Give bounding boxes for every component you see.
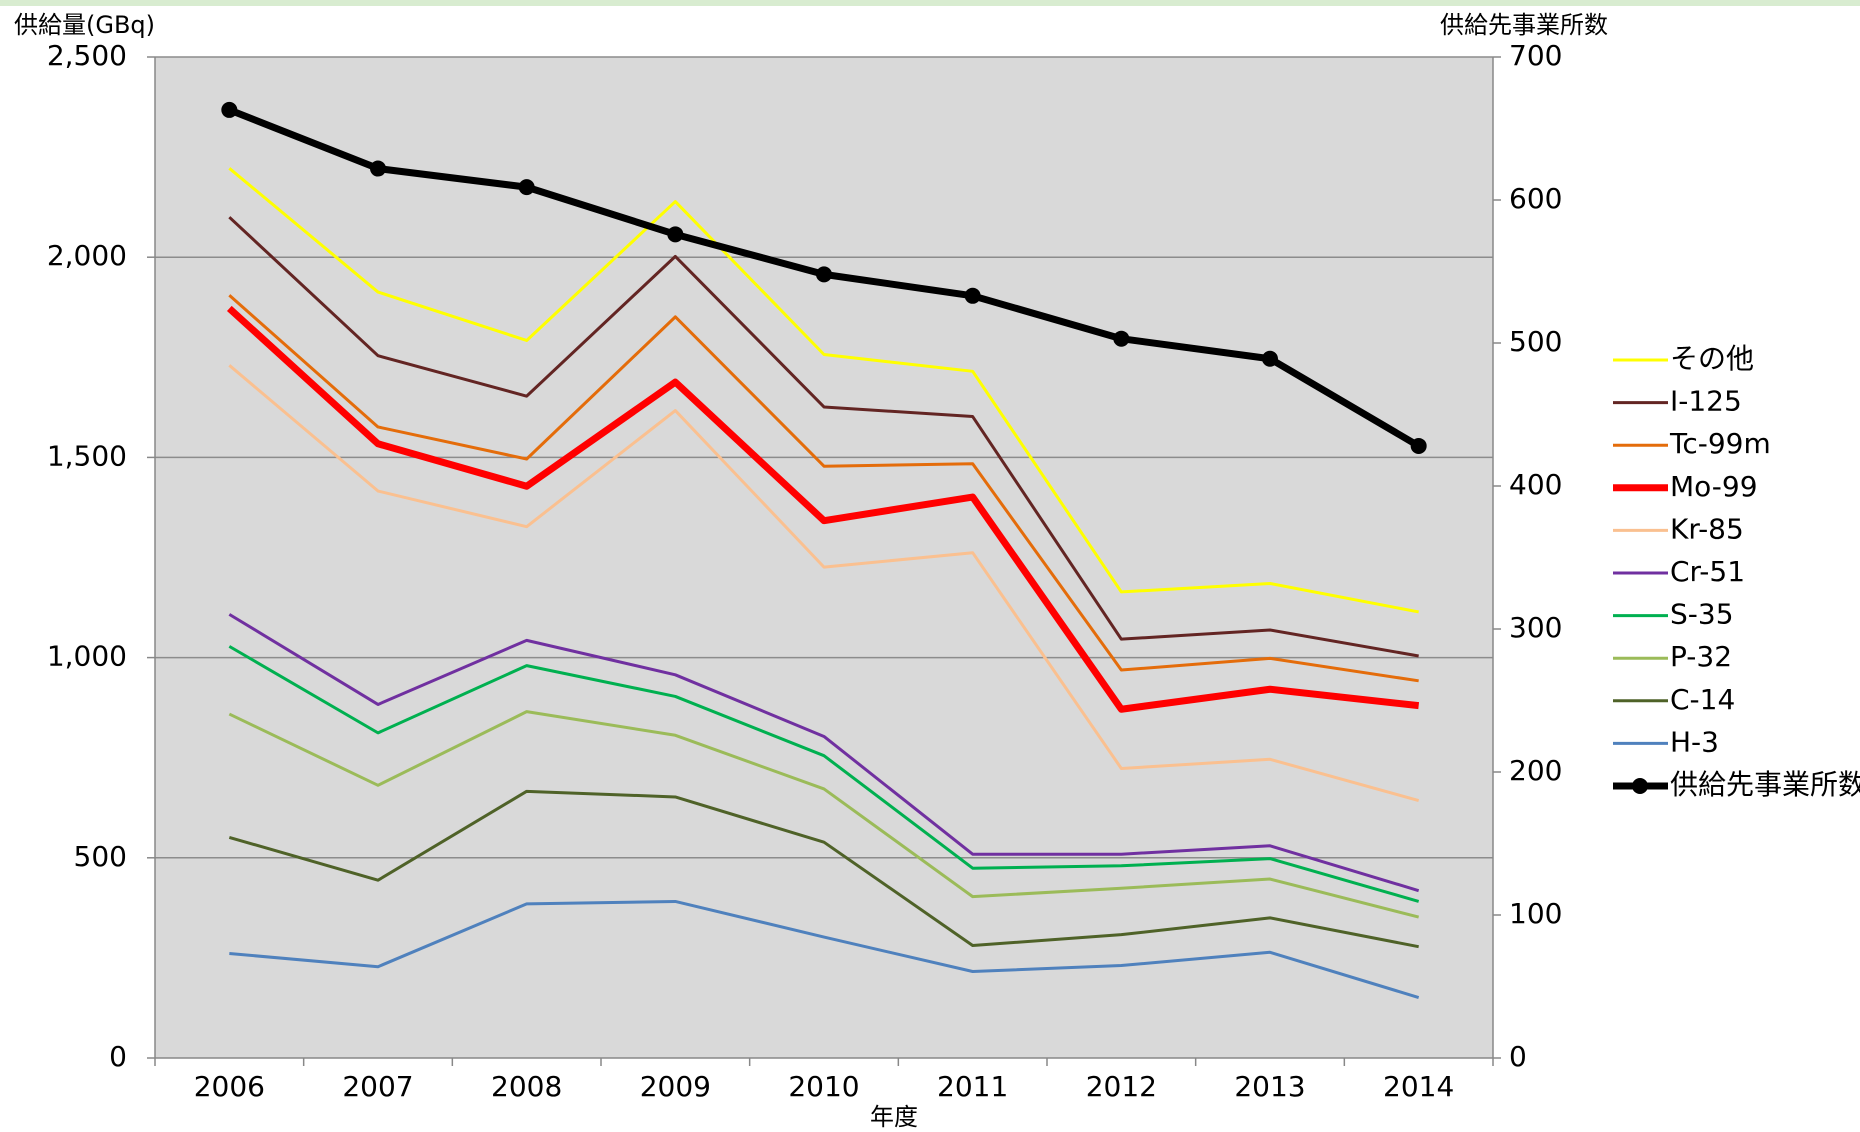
x-tick-label: 2011	[937, 1070, 1008, 1103]
y-tick-label: 0	[109, 1040, 127, 1073]
y2-tick-label: 300	[1509, 611, 1562, 644]
marker	[370, 160, 386, 177]
legend-marker	[1632, 778, 1648, 794]
marker	[1262, 350, 1278, 367]
y-axis-title: 供給量(GBq)	[14, 11, 155, 39]
series-line	[228, 645, 1420, 903]
x-tick-label: 2008	[491, 1070, 562, 1103]
x-tick-label: 2010	[788, 1070, 859, 1103]
x-tick-label: 2009	[640, 1070, 711, 1103]
marker	[667, 226, 684, 243]
marker	[221, 101, 238, 118]
y2-tick-label: 600	[1509, 182, 1562, 215]
x-tick-label: 2013	[1234, 1070, 1305, 1103]
top-strip	[0, 0, 1860, 6]
legend-label: S-35	[1670, 598, 1734, 631]
series-line	[228, 613, 1420, 893]
x-tick-label: 2012	[1086, 1070, 1157, 1103]
x-tick-label: 2007	[342, 1070, 413, 1103]
marker	[518, 179, 535, 196]
y2-axis-title: 供給先事業所数	[1440, 11, 1608, 39]
legend-label: Cr-51	[1670, 555, 1745, 588]
marker	[964, 287, 981, 304]
marker	[816, 266, 832, 283]
legend-label: Kr-85	[1670, 512, 1744, 545]
legend-label: 供給先事業所数	[1670, 768, 1860, 801]
legend-label: P-32	[1670, 640, 1732, 673]
x-tick-label: 2006	[194, 1070, 265, 1103]
legend-label: C-14	[1670, 683, 1735, 716]
legend-label: その他	[1670, 342, 1754, 375]
y-tick-label: 500	[74, 840, 127, 873]
y-tick-label: 1,500	[47, 439, 127, 472]
x-tick-label: 2014	[1383, 1070, 1454, 1103]
legend-label: Tc-99m	[1669, 427, 1771, 460]
x-axis-title: 年度	[870, 1103, 918, 1131]
y-tick-label: 2,500	[47, 39, 127, 72]
y2-tick-label: 400	[1509, 468, 1562, 501]
series-line	[228, 216, 1419, 658]
y2-tick-label: 200	[1509, 754, 1562, 787]
y2-tick-label: 100	[1509, 897, 1562, 930]
series-line	[228, 789, 1419, 949]
series-line	[226, 305, 1420, 713]
marker	[1113, 330, 1130, 347]
y2-tick-label: 0	[1509, 1040, 1527, 1073]
plot-area	[155, 57, 1493, 1058]
y-tick-label: 2,000	[47, 239, 127, 272]
y2-tick-label: 700	[1509, 39, 1562, 72]
series-line	[228, 710, 1420, 919]
series-line	[228, 364, 1420, 802]
y2-tick-label: 500	[1509, 325, 1562, 358]
series-line	[228, 167, 1419, 614]
legend-label: H-3	[1670, 725, 1719, 758]
legend-label: Mo-99	[1670, 470, 1758, 503]
legend-label: I-125	[1670, 385, 1742, 418]
series-line	[229, 899, 1420, 999]
series-line	[228, 294, 1419, 683]
marker	[1410, 437, 1427, 454]
y-tick-label: 1,000	[47, 640, 127, 673]
